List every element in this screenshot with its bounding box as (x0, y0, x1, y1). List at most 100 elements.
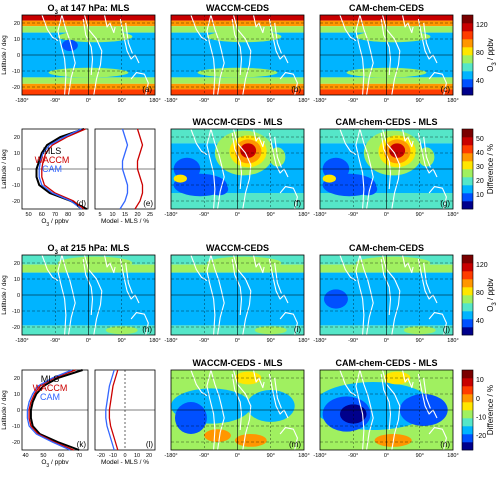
lon-tick-label: 90° (118, 98, 126, 104)
panel-title: O3 at 215 hPa: MLS (48, 243, 130, 256)
lon-tick-label: 90° (416, 453, 424, 459)
colorbar-tick-label: 0 (476, 396, 480, 403)
colorbar-label: Difference / % (486, 144, 495, 194)
lon-tick-label: 180° (298, 453, 309, 459)
coastline (359, 255, 374, 335)
coastline (231, 373, 243, 431)
coastline (380, 258, 392, 316)
lat-tick-label: 10 (14, 277, 20, 283)
colorbar-label: O3 / ppbv (486, 278, 498, 312)
colorbar-swatch (462, 295, 473, 304)
x-tick-label: 10 (109, 212, 115, 218)
lon-tick-label: 0° (384, 98, 389, 104)
x-tick-label: 60 (58, 453, 64, 459)
coastline (380, 18, 392, 76)
coastline (82, 18, 94, 76)
colorbar-swatch (462, 279, 473, 288)
coastline (82, 258, 94, 316)
coastline (274, 136, 282, 168)
x-tick-label: -10 (109, 453, 117, 459)
panel-label: (i) (294, 325, 301, 334)
x-tick-label: 0 (123, 453, 126, 459)
colorbar-swatch (462, 263, 473, 272)
colorbar-tick-label: 40 (476, 318, 484, 325)
lat-axis-label: Latitude / deg (1, 390, 8, 430)
coastline (61, 15, 76, 95)
lon-tick-label: 0° (86, 98, 91, 104)
coastline (206, 129, 216, 209)
panel-label: (a) (142, 85, 152, 94)
coastline (423, 22, 431, 54)
field-anomaly (209, 182, 229, 196)
colorbar-swatch (462, 31, 473, 40)
colorbar-swatch (462, 271, 473, 280)
lon-tick-label: 90° (267, 338, 275, 344)
coastline (274, 22, 282, 54)
colorbar-label: O3 / ppbv (486, 38, 498, 72)
lon-tick-label: 180° (447, 338, 458, 344)
lon-tick-label: -90° (348, 98, 358, 104)
colorbar-swatch (462, 79, 473, 88)
colorbar-frame (461, 369, 474, 451)
colorbar-tick-label: 40 (476, 78, 484, 85)
x-tick-label: 20 (134, 212, 140, 218)
colorbar-tick-label: 40 (476, 150, 484, 157)
colorbar-tick-label: 80 (476, 50, 484, 57)
coastline (355, 129, 365, 209)
colorbar-swatch (462, 145, 473, 154)
colorbar-swatch (462, 319, 473, 328)
coastline (206, 15, 216, 95)
map-panel: -180° -90° 0° 90° 180° (f) (164, 128, 310, 218)
field-anomaly (355, 256, 431, 270)
lon-tick-label: 180° (298, 212, 309, 218)
colorbar-tick-label: 10 (476, 377, 484, 384)
map-panel: -180° -90° 0° 90° 180° (c) (313, 14, 459, 104)
field-anomaly (234, 434, 267, 447)
coastline (231, 18, 243, 76)
map-panel: -180° -90° 0° 90° 180° 20 10 0 -10 -20 Latitude / … (1, 14, 161, 104)
lon-tick-label: -90° (199, 338, 209, 344)
panel-title: WACCM-CEDS (206, 3, 269, 13)
lon-tick-label: 0° (235, 453, 240, 459)
lon-tick-label: -90° (50, 98, 60, 104)
lat-tick-label: -20 (12, 199, 20, 205)
lon-tick-label: -180° (164, 338, 177, 344)
lon-tick-label: 90° (416, 98, 424, 104)
colorbar-swatch (462, 23, 473, 32)
lon-tick-label: -90° (348, 212, 358, 218)
coastline (359, 15, 374, 95)
colorbar-swatch (462, 55, 473, 64)
colorbar-swatch (462, 137, 473, 146)
series-line-cam (38, 128, 82, 210)
colorbar-swatch (462, 303, 473, 312)
field-anomaly (174, 402, 207, 434)
colorbar-swatch (462, 177, 473, 186)
lon-tick-label: 0° (384, 338, 389, 344)
coastline (206, 255, 216, 335)
colorbar-swatch (462, 402, 473, 411)
coastline (359, 129, 374, 209)
colorbar-label: Difference / % (486, 385, 495, 435)
lon-tick-label: 0° (384, 212, 389, 218)
coastline (210, 255, 225, 335)
coastline (210, 15, 225, 95)
coastline (355, 370, 365, 450)
panel-label: (f) (293, 199, 301, 208)
colorbar-swatch (462, 370, 473, 379)
coastline (274, 377, 282, 409)
lon-tick-label: -180° (313, 212, 326, 218)
colorbar-swatch (462, 255, 473, 264)
series-line-waccm (41, 128, 86, 210)
lat-tick-label: -20 (12, 85, 20, 91)
map-panel: -180° -90° 0° 90° 180° (m) (164, 369, 310, 459)
panel-title: WACCM-CEDS - MLS (193, 358, 283, 368)
colorbar-swatch (462, 434, 473, 443)
x-tick-label: 70 (52, 212, 58, 218)
x-tick-label: 25 (147, 212, 153, 218)
lat-tick-label: 10 (14, 37, 20, 43)
lat-tick-label: -10 (12, 183, 20, 189)
low-ozone-anomaly (323, 289, 348, 309)
coastline (355, 255, 365, 335)
